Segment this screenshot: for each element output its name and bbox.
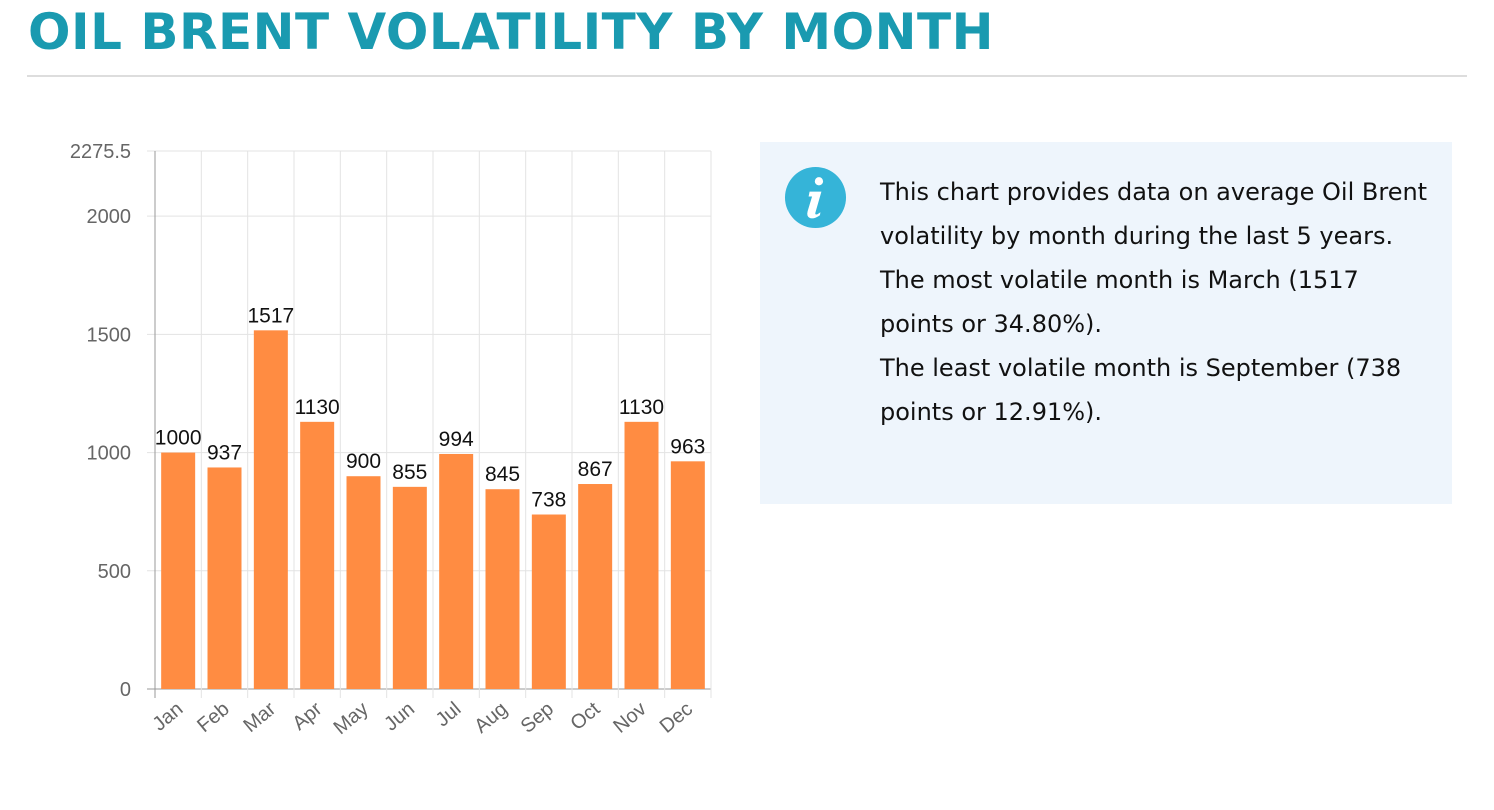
bar-mar [253, 330, 288, 689]
data-label: 738 [531, 489, 566, 512]
chart-svg: 0 500 1000 1500 2000 2275.5 Jan Feb Mar Apr May Jun… [70, 141, 712, 739]
data-label: 855 [392, 461, 427, 484]
x-tick-label: Sep [517, 698, 558, 738]
x-tick-label: Feb [193, 698, 234, 737]
x-tick-label: Jul [432, 698, 466, 731]
bar-may [346, 476, 381, 689]
bars-layer [161, 330, 705, 689]
bar-aug [485, 489, 520, 689]
bar-feb [207, 467, 242, 689]
grid-layer [147, 150, 712, 698]
info-paragraph-least-volatile: The least volatile month is September (7… [880, 354, 1402, 426]
bar-jul [439, 453, 474, 689]
page-title: OIL BRENT VOLATILITY BY MONTH [28, 3, 994, 61]
y-tick-label: 2000 [87, 206, 132, 228]
data-label: 1517 [247, 304, 294, 327]
bar-oct [578, 484, 613, 689]
x-tick-label: Apr [288, 698, 326, 735]
y-tick-label: 0 [120, 679, 131, 701]
data-label: 900 [346, 450, 381, 473]
y-tick-label: 500 [98, 561, 131, 583]
y-tick-label: 1500 [87, 324, 132, 346]
info-icon [784, 166, 847, 229]
y-tick-label: 1000 [87, 443, 132, 465]
data-label: 937 [207, 441, 242, 464]
x-tick-label: Oct [566, 698, 604, 735]
bar-nov [624, 421, 659, 689]
bar-apr [300, 421, 335, 689]
x-tick-label: Dec [656, 698, 697, 738]
data-label: 867 [578, 458, 613, 481]
x-tick-label: Jan [149, 698, 188, 736]
data-label: 1130 [295, 396, 340, 419]
data-label: 1130 [619, 396, 664, 419]
bar-sep [531, 514, 566, 689]
title-divider [27, 75, 1467, 77]
bar-jan [161, 452, 196, 689]
bar-jun [392, 486, 427, 689]
data-label: 963 [670, 435, 705, 458]
info-paragraph-description: This chart provides data on average Oil … [880, 178, 1428, 250]
info-box: This chart provides data on average Oil … [760, 142, 1452, 504]
y-tick-label: 2275.5 [70, 141, 131, 163]
x-tick-label: Aug [470, 698, 511, 738]
x-tick-label: May [330, 698, 373, 739]
bar-chart: 0 500 1000 1500 2000 2275.5 Jan Feb Mar Apr May Jun… [0, 0, 740, 810]
data-label: 845 [485, 463, 520, 486]
x-tick-label: Jun [380, 698, 419, 736]
x-tick-label: Mar [240, 698, 281, 737]
info-paragraph-most-volatile: The most volatile month is March (1517 p… [880, 266, 1359, 338]
bar-dec [670, 461, 705, 689]
data-label: 1000 [155, 427, 202, 450]
data-label: 994 [439, 428, 474, 451]
info-text: This chart provides data on average Oil … [880, 170, 1430, 434]
x-tick-label: Nov [609, 698, 650, 738]
